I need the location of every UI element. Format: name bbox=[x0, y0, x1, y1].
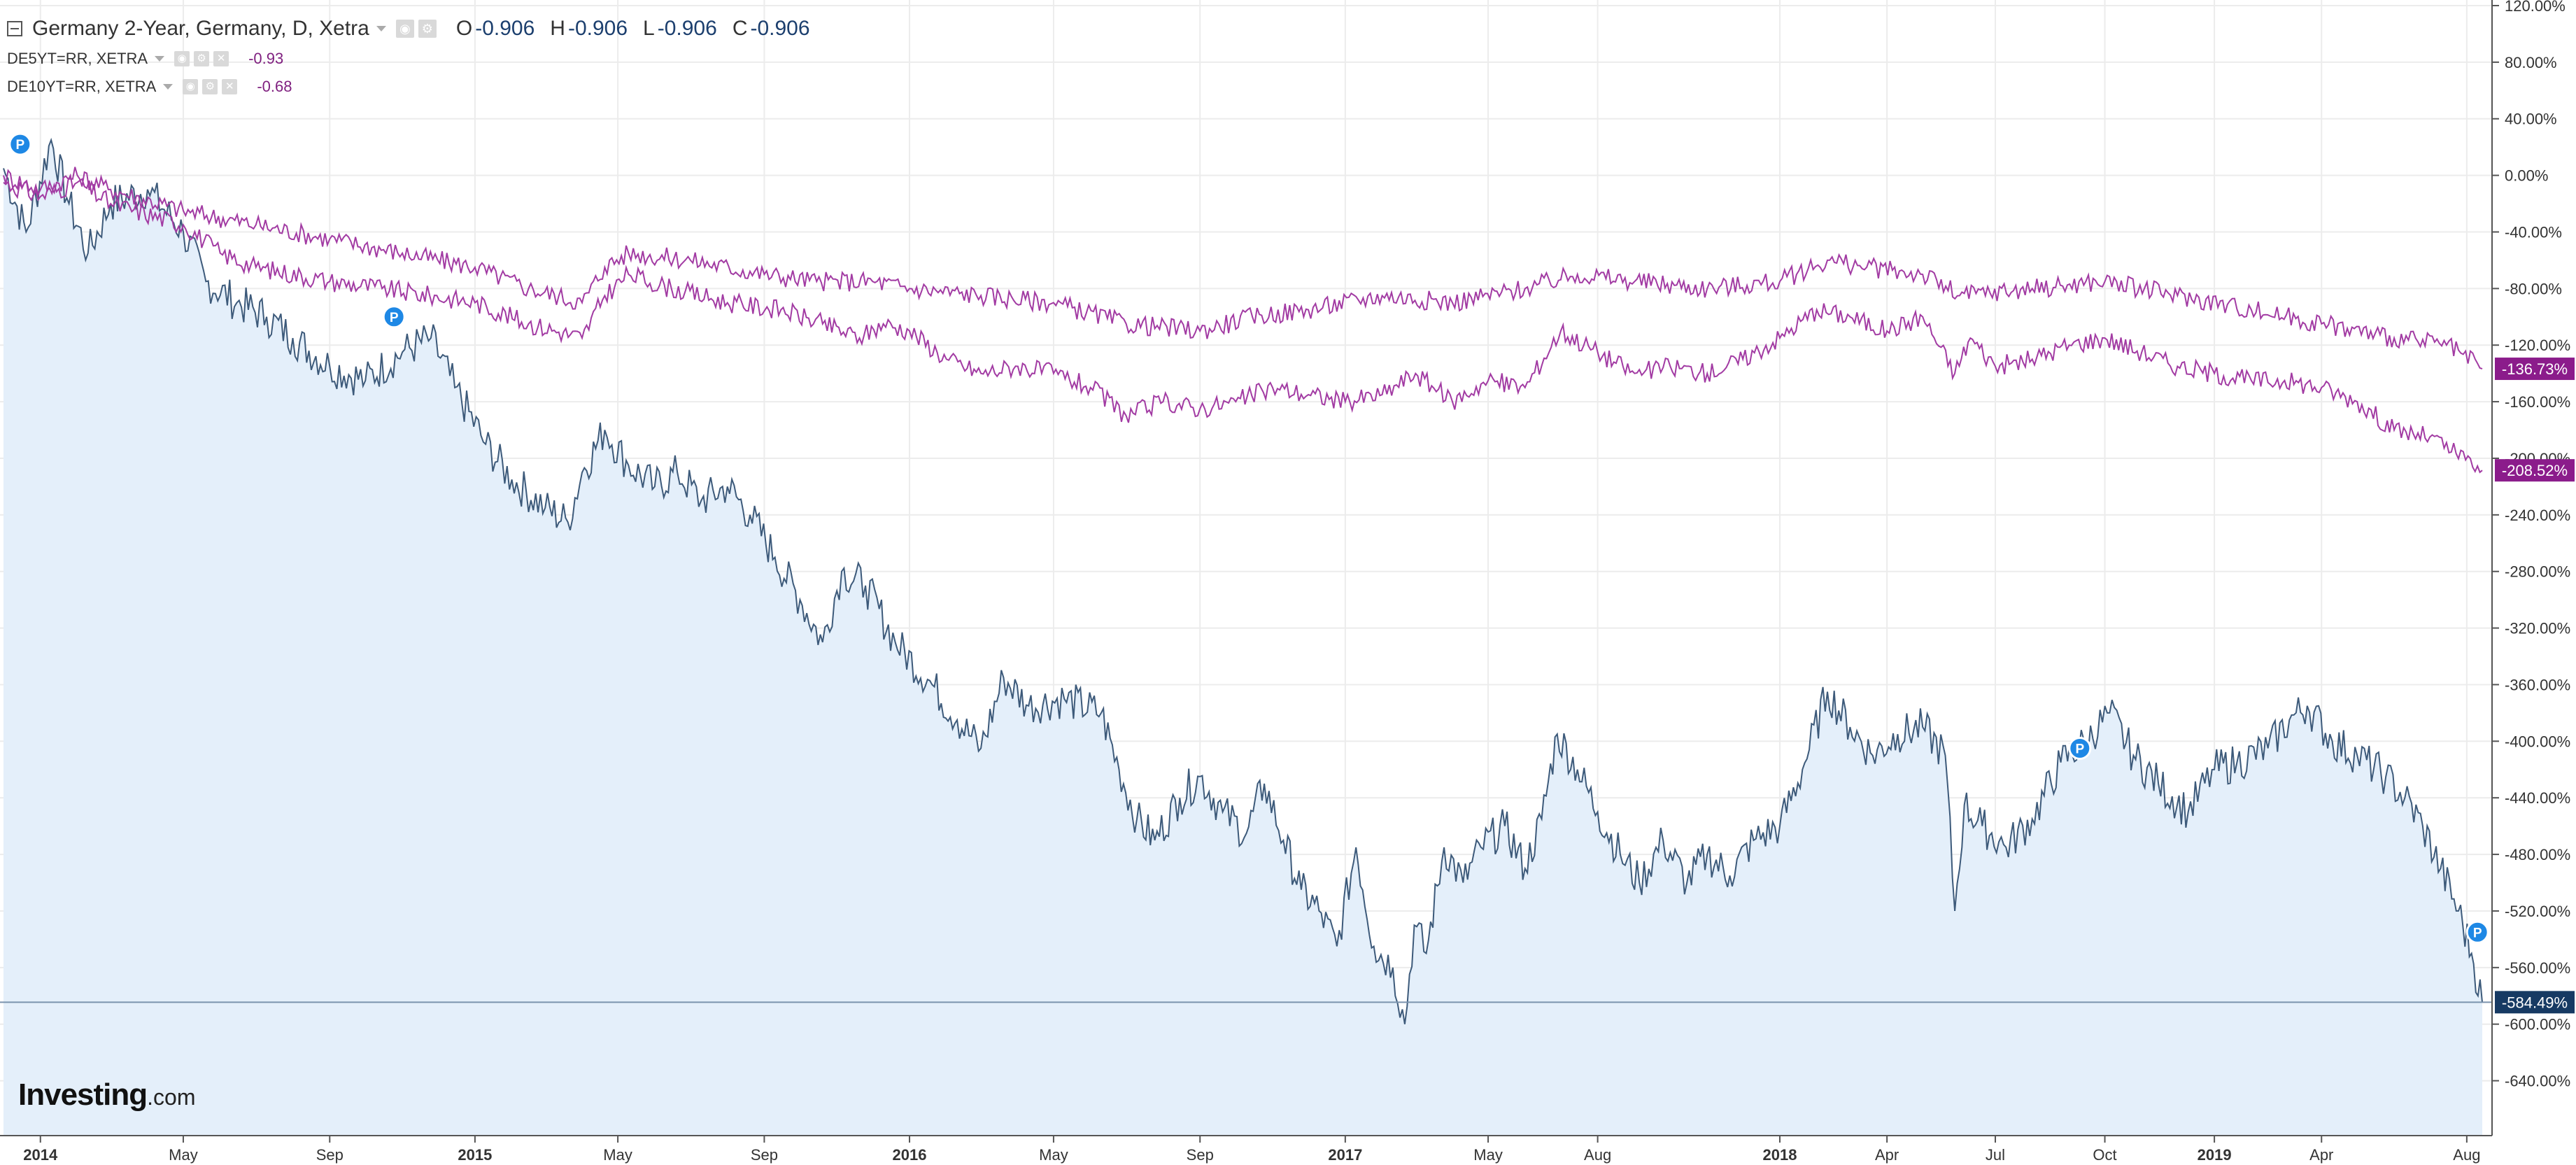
x-tick-label: 2014 bbox=[23, 1146, 58, 1164]
compare-1-line bbox=[3, 173, 2483, 474]
event-marker-label: P bbox=[2473, 926, 2482, 940]
y-tick-label: -640.00% bbox=[2505, 1073, 2570, 1090]
compare-2-value: -0.68 bbox=[257, 78, 292, 95]
chevron-down-icon[interactable] bbox=[376, 26, 386, 31]
y-tick-label: -360.00% bbox=[2505, 676, 2570, 693]
y-tick-label: 0.00% bbox=[2505, 167, 2548, 185]
y-tick-label: -320.00% bbox=[2505, 620, 2570, 637]
close-icon[interactable]: ✕ bbox=[222, 79, 238, 94]
investing-logo[interactable]: Investing.com bbox=[18, 1078, 196, 1113]
chart-legend: Germany 2-Year, Germany, D, Xetra ◉ ⚙ O … bbox=[7, 13, 810, 101]
event-marker-label: P bbox=[2075, 742, 2084, 756]
ohlc-high-value: -0.906 bbox=[567, 17, 628, 40]
ohlc-close-label: C bbox=[732, 17, 748, 40]
x-tick-label: 2016 bbox=[893, 1146, 927, 1164]
ohlc-low-value: -0.906 bbox=[657, 17, 717, 40]
y-tick-label: -440.00% bbox=[2505, 789, 2570, 807]
visibility-icon[interactable]: ◉ bbox=[174, 51, 190, 66]
y-tick-label: -600.00% bbox=[2505, 1016, 2570, 1033]
ohlc-close-value: -0.906 bbox=[750, 17, 810, 40]
y-tick-label: -80.00% bbox=[2505, 280, 2562, 297]
x-tick-label: 2019 bbox=[2198, 1146, 2232, 1164]
compare-1-legend: DE5YT=RR, XETRA ◉ ⚙ ✕ -0.93 bbox=[7, 45, 810, 73]
x-tick-label: Sep bbox=[751, 1146, 778, 1164]
x-tick-label: May bbox=[169, 1146, 198, 1164]
x-tick-label: 2017 bbox=[1328, 1146, 1362, 1164]
visibility-icon[interactable]: ◉ bbox=[395, 20, 414, 38]
event-marker-label: P bbox=[390, 311, 399, 325]
x-tick-label: 2015 bbox=[458, 1146, 492, 1164]
event-marker-icon[interactable] bbox=[8, 132, 32, 156]
event-markers[interactable]: P P P P bbox=[8, 132, 2489, 944]
event-marker-icon[interactable] bbox=[382, 305, 406, 329]
compare-1-last-value-tag-bg bbox=[2495, 459, 2575, 482]
compare-2-title[interactable]: DE10YT=RR, XETRA bbox=[7, 78, 157, 95]
y-tick-label: -160.00% bbox=[2505, 393, 2570, 411]
ohlc-low-label: L bbox=[643, 17, 655, 40]
x-tick-label: Sep bbox=[316, 1146, 344, 1164]
compare-2-last-value-tag: -136.73% bbox=[2502, 360, 2568, 378]
close-icon[interactable]: ✕ bbox=[213, 51, 229, 66]
y-tick-label: 40.00% bbox=[2505, 111, 2557, 128]
chevron-down-icon[interactable] bbox=[155, 56, 165, 62]
x-tick-label: Apr bbox=[1875, 1146, 1899, 1164]
y-tick-label: 80.00% bbox=[2505, 54, 2557, 71]
ohlc-open-label: O bbox=[455, 17, 473, 40]
main-last-value-tag-bg bbox=[2495, 991, 2575, 1014]
main-series-legend: Germany 2-Year, Germany, D, Xetra ◉ ⚙ O … bbox=[7, 13, 810, 45]
event-marker-icon[interactable] bbox=[2068, 736, 2092, 760]
ohlc-high-label: H bbox=[550, 17, 565, 40]
x-tick-label: Sep bbox=[1187, 1146, 1214, 1164]
y-tick-label: -480.00% bbox=[2505, 846, 2570, 863]
x-tick-label: Apr bbox=[2309, 1146, 2333, 1164]
visibility-icon[interactable]: ◉ bbox=[183, 79, 199, 94]
y-tick-label: -400.00% bbox=[2505, 733, 2570, 750]
y-tick-label: 120.00% bbox=[2505, 0, 2566, 15]
x-tick-label: May bbox=[1039, 1146, 1068, 1164]
y-tick-label: -280.00% bbox=[2505, 563, 2570, 581]
gear-icon[interactable]: ⚙ bbox=[202, 79, 218, 94]
x-tick-label: Oct bbox=[2093, 1146, 2116, 1164]
x-tick-label: 2018 bbox=[1763, 1146, 1797, 1164]
compare-1-title[interactable]: DE5YT=RR, XETRA bbox=[7, 50, 148, 67]
event-marker-icon[interactable] bbox=[2465, 920, 2489, 944]
main-last-value-tag: -584.49% bbox=[2502, 994, 2568, 1011]
gear-icon[interactable]: ⚙ bbox=[194, 51, 210, 66]
compare-2-line bbox=[3, 167, 2483, 370]
collapse-legend-button[interactable] bbox=[7, 21, 22, 36]
event-marker-label: P bbox=[15, 138, 24, 153]
main-series-area bbox=[3, 140, 2482, 1136]
x-tick-label: Aug bbox=[2453, 1146, 2480, 1164]
y-tick-label: -120.00% bbox=[2505, 337, 2570, 354]
compare-1-value: -0.93 bbox=[248, 50, 284, 67]
compare-2-last-value-tag-bg bbox=[2495, 358, 2575, 381]
compare-2-legend: DE10YT=RR, XETRA ◉ ⚙ ✕ -0.68 bbox=[7, 73, 810, 101]
compare-series bbox=[3, 167, 2483, 474]
logo-name: Investing bbox=[18, 1078, 148, 1112]
chevron-down-icon[interactable] bbox=[163, 84, 174, 90]
y-tick-label: -40.00% bbox=[2505, 223, 2562, 241]
x-tick-label: Jul bbox=[1986, 1146, 2005, 1164]
y-tick-label: -520.00% bbox=[2505, 903, 2570, 920]
x-tick-label: May bbox=[603, 1146, 632, 1164]
x-tick-label: May bbox=[1473, 1146, 1503, 1164]
gear-icon[interactable]: ⚙ bbox=[418, 20, 437, 38]
x-tick-label: Aug bbox=[1584, 1146, 1611, 1164]
y-tick-label: -240.00% bbox=[2505, 507, 2570, 524]
compare-1-last-value-tag: -208.52% bbox=[2502, 462, 2568, 479]
ohlc-open-value: -0.906 bbox=[475, 17, 535, 40]
y-tick-label: -560.00% bbox=[2505, 959, 2570, 977]
main-series-title[interactable]: Germany 2-Year, Germany, D, Xetra bbox=[32, 17, 369, 40]
logo-domain: .com bbox=[147, 1085, 196, 1110]
